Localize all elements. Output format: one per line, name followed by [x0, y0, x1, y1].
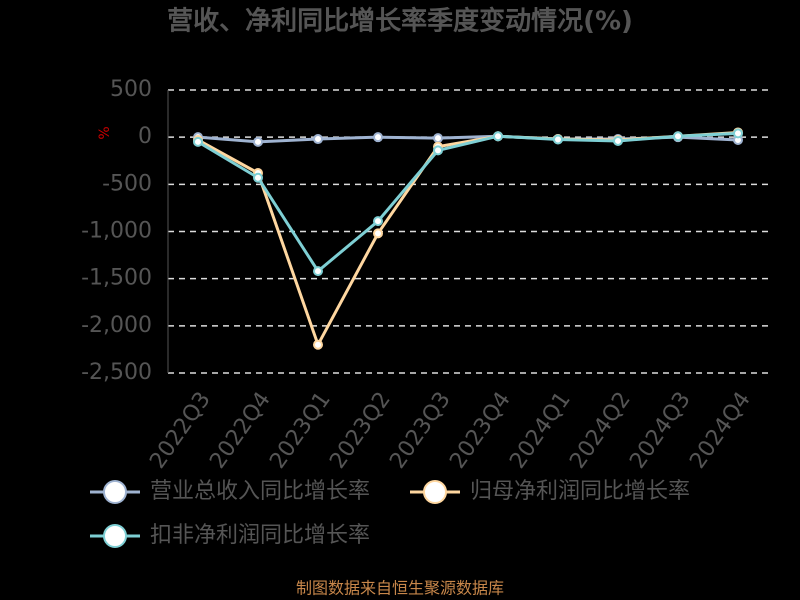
- y-tick-label: -1,500: [81, 266, 152, 291]
- x-tick-label: 2023Q2: [325, 388, 396, 474]
- x-tick-label: 2022Q3: [145, 388, 216, 474]
- x-tick-label: 2024Q4: [685, 388, 756, 474]
- point: [433, 145, 443, 156]
- point: [253, 136, 263, 147]
- point: [193, 136, 203, 147]
- legend-label: 营业总收入同比增长率: [150, 479, 370, 504]
- point: [373, 216, 383, 227]
- point: [553, 134, 563, 145]
- legend-label: 扣非净利润同比增长率: [150, 523, 370, 548]
- point: [613, 135, 623, 146]
- point: [373, 132, 383, 143]
- y-tick-label: 500: [110, 77, 152, 102]
- x-tick-label: 2023Q1: [265, 388, 336, 474]
- legend-marker: [103, 524, 127, 548]
- point: [313, 266, 323, 277]
- chart-title: 营收、净利同比增长率季度变动情况(%): [167, 6, 633, 37]
- point: [673, 131, 683, 142]
- y-tick-label: -2,000: [81, 313, 152, 338]
- x-tick-label: 2024Q2: [565, 388, 636, 474]
- footer: 制图数据来自恒生聚源数据库: [296, 579, 504, 598]
- point: [313, 339, 323, 350]
- y-tick-label: -2,500: [81, 360, 152, 385]
- y-tick-label: -1,000: [81, 219, 152, 244]
- point: [373, 228, 383, 239]
- x-tick-label: 2023Q3: [385, 388, 456, 474]
- series-line: [197, 130, 739, 349]
- legend-label: 归母净利润同比增长率: [470, 479, 690, 504]
- legend-marker: [423, 480, 447, 504]
- x-tick-label: 2024Q1: [505, 388, 576, 474]
- y-tick-label: -500: [102, 171, 152, 196]
- legend-marker: [103, 480, 127, 504]
- point: [733, 128, 743, 139]
- y-tick-label: 0: [138, 124, 152, 149]
- point: [493, 131, 503, 142]
- y-axis-label: %: [97, 126, 113, 139]
- x-tick-label: 2022Q4: [205, 388, 276, 474]
- x-tick-label: 2024Q3: [625, 388, 696, 474]
- point: [253, 172, 263, 183]
- x-tick-label: 2023Q4: [445, 388, 516, 474]
- point: [313, 134, 323, 145]
- point: [433, 133, 443, 144]
- series-line: [197, 131, 739, 274]
